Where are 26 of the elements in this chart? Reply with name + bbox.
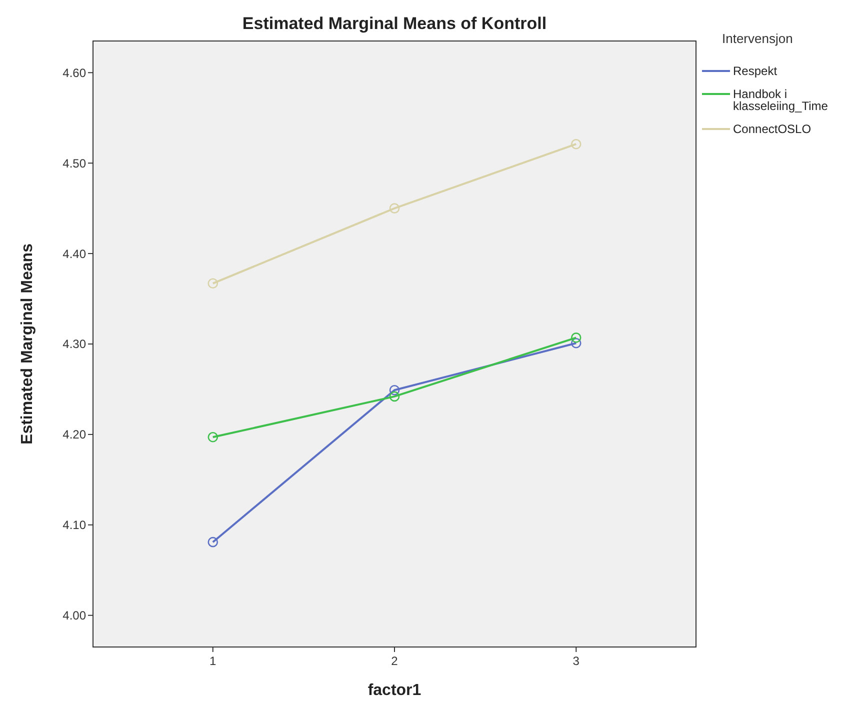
legend-label: Respekt [733,64,778,78]
point [570,332,582,343]
y-tick-label: 4.20 [62,428,86,442]
y-tick-label: 4.10 [62,518,86,532]
point [570,138,582,150]
chart-title: Estimated Marginal Means of Kontroll [242,14,547,33]
point [389,391,400,402]
x-axis-title: factor1 [368,682,422,699]
x-tick-label: 2 [391,654,398,668]
x-tick-label: 1 [210,654,217,668]
y-tick-label: 4.30 [62,337,86,352]
point [208,432,218,442]
point [208,536,218,548]
point [570,338,582,348]
y-tick-label: 4.40 [62,246,86,261]
legend-label: ConnectOSLO [733,122,812,136]
legend-label: Handbok i klasseleiing_Time [733,87,828,114]
point [389,384,400,396]
y-axis-title: Estimated Marginal Means [19,243,36,444]
y-tick-label: 4.00 [62,608,86,623]
legend-title: Intervensjon [722,31,793,46]
y-tick-label: 4.50 [62,156,86,170]
y-tick-label: 4.60 [62,66,86,80]
point [208,278,218,289]
point [389,203,400,214]
x-tick-label: 3 [572,654,580,668]
